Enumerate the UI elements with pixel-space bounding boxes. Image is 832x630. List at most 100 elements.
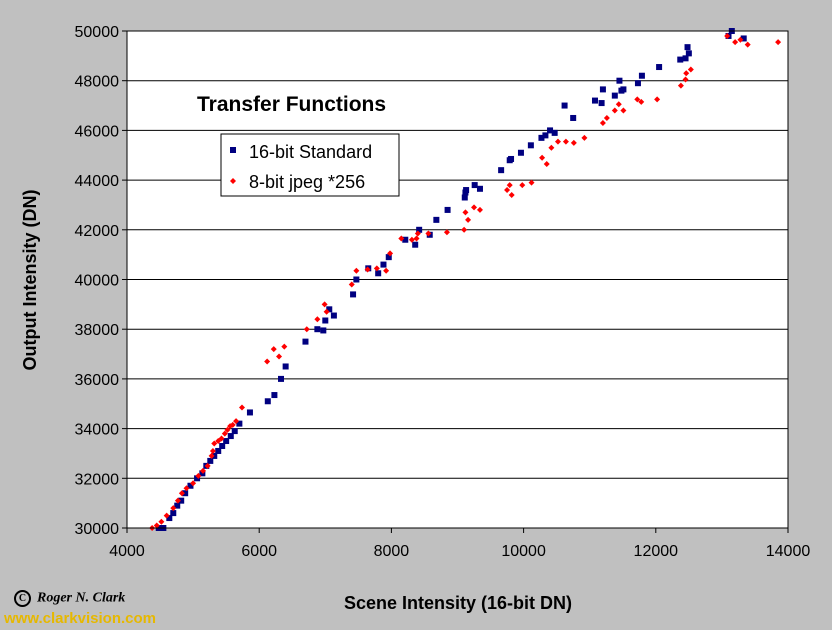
point-16bit-standard — [322, 317, 329, 324]
point-16bit-standard — [278, 375, 285, 382]
gridlines — [127, 80, 788, 479]
point-16bit-standard — [677, 56, 684, 63]
point-8bit-jpeg — [519, 182, 526, 189]
point-8bit-jpeg — [183, 485, 190, 492]
point-8bit-jpeg — [408, 236, 415, 243]
point-8bit-jpeg — [383, 267, 390, 274]
point-16bit-standard — [326, 306, 333, 313]
point-8bit-jpeg — [603, 114, 610, 121]
y-tick-label: 44000 — [75, 173, 120, 190]
point-16bit-standard — [302, 338, 309, 345]
point-8bit-jpeg — [208, 452, 215, 459]
point-16bit-standard — [461, 194, 468, 201]
point-8bit-jpeg — [775, 39, 782, 46]
point-16bit-standard — [271, 392, 278, 399]
point-8bit-jpeg — [190, 480, 197, 487]
point-8bit-jpeg — [462, 209, 469, 216]
point-16bit-standard — [638, 72, 645, 79]
y-tick-label: 30000 — [75, 521, 120, 538]
point-8bit-jpeg — [270, 346, 277, 353]
y-tick-label: 38000 — [75, 322, 120, 339]
y-axis-ticks: 30000 32000 34000 36000 38000 40000 42000 44000… — [75, 24, 127, 538]
point-16bit-standard — [561, 102, 568, 109]
point-16bit-standard — [385, 254, 392, 261]
point-8bit-jpeg — [461, 226, 468, 233]
point-8bit-jpeg — [724, 32, 731, 39]
point-16bit-standard — [517, 149, 524, 156]
point-8bit-jpeg — [508, 192, 515, 199]
point-8bit-jpeg — [506, 182, 513, 189]
legend-marker-16bit — [230, 147, 236, 153]
point-16bit-standard — [166, 515, 173, 522]
point-16bit-standard — [599, 86, 606, 93]
legend: 16-bit Standard 8-bit jpeg *256 — [220, 133, 400, 197]
point-8bit-jpeg — [620, 107, 627, 114]
point-16bit-standard — [199, 470, 206, 477]
point-8bit-jpeg — [465, 216, 472, 223]
point-8bit-jpeg — [348, 281, 355, 288]
point-8bit-jpeg — [443, 229, 450, 236]
point-8bit-jpeg — [732, 39, 739, 46]
point-8bit-jpeg — [744, 41, 751, 48]
point-16bit-standard — [236, 420, 243, 427]
point-8bit-jpeg — [398, 235, 405, 242]
point-8bit-jpeg — [364, 266, 371, 273]
y-tick-label: 36000 — [75, 372, 120, 389]
point-8bit-jpeg — [323, 308, 330, 315]
point-8bit-jpeg — [239, 404, 246, 411]
point-8bit-jpeg — [414, 230, 421, 237]
point-16bit-standard — [444, 206, 451, 213]
x-tick-label: 14000 — [766, 543, 811, 560]
data-points — [149, 28, 782, 531]
point-8bit-jpeg — [471, 204, 478, 211]
point-16bit-standard — [174, 502, 181, 509]
point-16bit-standard — [231, 428, 238, 435]
chart-title: Transfer Functions — [197, 93, 386, 116]
point-8bit-jpeg — [528, 179, 535, 186]
y-axis-title: Output Intensity (DN) — [20, 190, 40, 371]
copyright-icon: C — [14, 590, 31, 607]
point-16bit-standard — [227, 433, 234, 440]
x-tick-label: 12000 — [634, 543, 679, 560]
point-8bit-jpeg — [476, 206, 483, 213]
x-axis-title: Scene Intensity (16-bit DN) — [344, 593, 572, 613]
legend-box — [220, 133, 400, 197]
point-8bit-jpeg — [599, 119, 606, 126]
point-8bit-jpeg — [224, 426, 231, 433]
website-link[interactable]: www.clarkvision.com — [4, 610, 156, 627]
point-8bit-jpeg — [170, 505, 177, 512]
point-8bit-jpeg — [353, 267, 360, 274]
point-16bit-standard — [538, 134, 545, 141]
point-16bit-standard — [350, 291, 357, 298]
point-8bit-jpeg — [387, 250, 394, 257]
point-16bit-standard — [330, 312, 337, 319]
point-8bit-jpeg — [281, 343, 288, 350]
point-16bit-standard — [412, 241, 419, 248]
point-16bit-standard — [170, 510, 177, 517]
point-16bit-standard — [634, 80, 641, 87]
point-8bit-jpeg — [737, 36, 744, 43]
point-8bit-jpeg — [314, 316, 321, 323]
point-16bit-standard — [353, 276, 360, 283]
point-8bit-jpeg — [163, 512, 170, 519]
y-tick-label: 50000 — [75, 24, 120, 41]
point-16bit-standard — [476, 185, 483, 192]
point-16bit-standard — [570, 114, 577, 121]
point-16bit-standard — [463, 187, 470, 194]
point-16bit-standard — [246, 409, 253, 416]
point-8bit-jpeg — [153, 522, 160, 529]
point-8bit-jpeg — [677, 82, 684, 89]
point-16bit-standard — [527, 142, 534, 149]
point-16bit-standard — [611, 92, 618, 99]
point-8bit-jpeg — [321, 301, 328, 308]
point-8bit-jpeg — [504, 187, 511, 194]
point-16bit-standard — [551, 129, 558, 136]
point-8bit-jpeg — [204, 462, 211, 469]
point-8bit-jpeg — [200, 467, 207, 474]
point-16bit-standard — [264, 398, 271, 405]
y-tick-label: 34000 — [75, 422, 120, 439]
point-16bit-standard — [620, 86, 627, 93]
point-8bit-jpeg — [425, 230, 432, 237]
y-tick-label: 48000 — [75, 74, 120, 91]
